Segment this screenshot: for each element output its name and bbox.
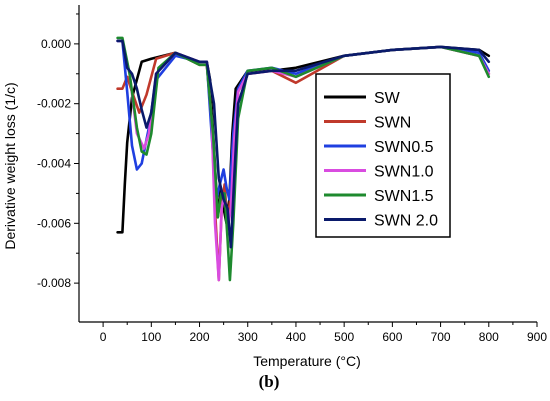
- series-line-swn2.0: [116, 39, 491, 249]
- axes-layer: 0 100 200 300 400 500 600 700 800 900 0.000 -0.002 -…: [37, 5, 547, 344]
- legend-label: SW: [374, 90, 401, 107]
- y-tick-label: 0.000: [41, 37, 71, 51]
- y-tick-label: -0.002: [37, 97, 71, 111]
- series-layer: [116, 36, 491, 282]
- x-tick-label: 600: [382, 330, 402, 344]
- y-tick-label: -0.008: [37, 276, 71, 290]
- x-tick-label: 700: [431, 330, 451, 344]
- x-axis-title: Temperature (°C): [253, 353, 361, 369]
- x-tick-label: 300: [238, 330, 258, 344]
- x-tick-label: 900: [527, 330, 547, 344]
- legend-label: SWN0.5: [374, 139, 434, 156]
- legend: SW SWN SWN0.5 SWN1.0 SWN1.5 SWN 2.0: [315, 73, 451, 238]
- x-tick-label: 0: [100, 330, 107, 344]
- y-axis-title: Derivative weight loss (1/c): [2, 82, 18, 249]
- legend-label: SWN1.5: [374, 188, 434, 205]
- x-tick-label: 100: [141, 330, 161, 344]
- x-tick-label: 400: [286, 330, 306, 344]
- x-tick-label: 800: [479, 330, 499, 344]
- legend-label: SWN 2.0: [374, 213, 438, 230]
- legend-label: SWN1.0: [374, 164, 434, 181]
- panel-label: (b): [259, 372, 280, 391]
- y-tick-label: -0.004: [37, 157, 71, 171]
- legend-box: [315, 73, 451, 238]
- x-tick-label: 200: [190, 330, 210, 344]
- legend-label: SWN: [374, 115, 411, 132]
- y-tick-label: -0.006: [37, 216, 71, 230]
- x-tick-label: 500: [334, 330, 354, 344]
